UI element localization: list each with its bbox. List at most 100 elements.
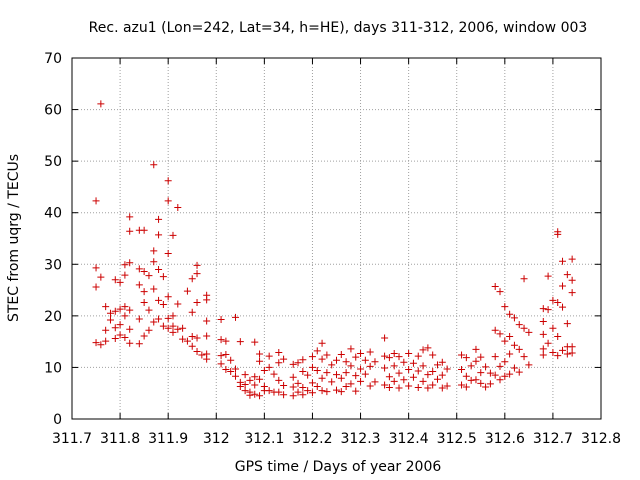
data-point [366,348,374,356]
data-point [265,387,273,395]
data-point [323,351,331,359]
data-point [539,345,547,353]
data-point [227,356,235,364]
data-point [400,358,408,366]
data-point [486,380,494,388]
data-point [150,318,158,326]
data-point [438,371,446,379]
data-point [126,306,134,314]
data-point [559,257,567,265]
data-point [496,362,504,370]
data-point [385,354,393,362]
data-point [559,282,567,290]
data-point [352,372,360,380]
data-point [179,335,187,343]
data-point [491,282,499,290]
data-point [217,360,225,368]
data-point [313,367,321,375]
data-point [135,281,143,289]
data-point [140,288,148,296]
data-point [280,355,288,363]
data-point [304,371,312,379]
data-point [275,376,283,384]
data-point [169,312,177,320]
data-point [256,357,264,365]
data-point [232,372,240,380]
data-point [381,381,389,389]
data-point [501,358,509,366]
data-point [121,312,129,320]
plot-frame [71,57,602,420]
data-point [472,376,480,384]
data-point [342,369,350,377]
data-point [126,339,134,347]
data-point [544,272,552,280]
data-point [333,356,340,364]
x-tick-label: 312.1 [244,431,284,447]
data-point [385,384,393,392]
x-tick-label: 312.6 [485,431,525,447]
data-point [506,370,514,378]
data-point [121,261,129,269]
y-tick-label: 60 [44,103,62,119]
data-point [390,350,398,358]
data-point [477,379,485,387]
data-point [419,362,427,370]
data-point [155,296,163,304]
data-point [549,324,557,332]
data-point [549,348,557,356]
data-point [217,352,225,360]
data-point [308,353,316,361]
data-point [140,332,148,340]
data-point [385,373,393,381]
data-point [289,373,297,381]
data-point [106,309,114,317]
data-point [140,298,148,306]
data-point [102,337,110,345]
data-point [183,287,191,295]
data-point [159,273,167,281]
data-point [568,255,576,263]
data-point [510,364,518,372]
data-point [164,177,172,185]
data-point [126,325,134,333]
data-point [472,345,480,353]
chart-title: Rec. azu1 (Lon=242, Lat=34, h=HE), days … [89,20,588,36]
data-point [251,390,259,398]
data-point [395,353,403,361]
data-point [366,382,374,390]
x-tick-label: 312.4 [389,431,429,447]
data-point [458,351,466,359]
data-point [289,360,297,368]
data-point [164,197,172,205]
data-point [515,368,523,376]
data-point [510,314,518,322]
data-point [347,362,355,370]
data-point [236,338,244,346]
data-point [424,384,432,392]
data-point [116,321,124,329]
data-point [126,213,134,221]
data-point [496,376,504,384]
data-point [179,324,187,332]
data-point [174,204,182,212]
x-tick-label: 311.7 [52,431,92,447]
data-point [241,387,249,395]
y-tick-label: 50 [44,154,62,170]
data-point [333,386,340,394]
data-point [174,300,182,308]
data-point [232,313,240,321]
data-point [506,310,514,318]
data-point [563,271,571,279]
data-point [294,388,302,396]
y-tick-label: 20 [44,309,62,325]
data-point [544,306,552,314]
data-point [294,379,302,387]
data-point [313,347,321,355]
data-point [145,326,153,334]
data-point [424,344,432,352]
data-point [174,325,182,333]
data-point [554,298,562,306]
data-point [337,374,345,382]
